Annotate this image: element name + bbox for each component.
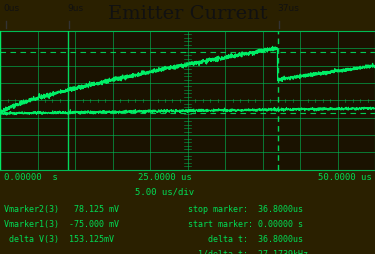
Text: Emitter Current: Emitter Current xyxy=(108,5,267,23)
Text: 1/delta t:  27.1739kHz: 1/delta t: 27.1739kHz xyxy=(188,249,308,254)
Text: delta V(3)  153.125mV: delta V(3) 153.125mV xyxy=(4,234,114,243)
Text: 5.00 us/div: 5.00 us/div xyxy=(135,187,195,196)
Text: 0.00000  s: 0.00000 s xyxy=(4,172,57,181)
Text: 50.0000 us: 50.0000 us xyxy=(318,172,371,181)
Text: start marker: 0.00000 s: start marker: 0.00000 s xyxy=(188,219,303,228)
Text: stop marker:  36.8000us: stop marker: 36.8000us xyxy=(188,204,303,213)
Text: 9us: 9us xyxy=(68,4,84,13)
Text: delta t:  36.8000us: delta t: 36.8000us xyxy=(188,234,303,243)
Text: 25.0000 us: 25.0000 us xyxy=(138,172,192,181)
Text: 37us: 37us xyxy=(278,4,299,13)
Text: 0us: 0us xyxy=(4,4,20,13)
Text: Vmarker1(3)  -75.000 mV: Vmarker1(3) -75.000 mV xyxy=(4,219,119,228)
Text: Vmarker2(3)   78.125 mV: Vmarker2(3) 78.125 mV xyxy=(4,204,119,213)
